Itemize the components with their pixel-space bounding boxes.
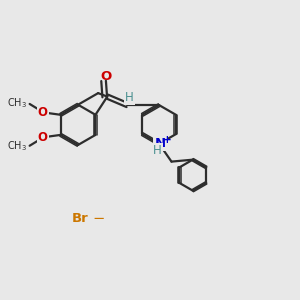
Text: Br: Br <box>72 212 88 225</box>
Text: H: H <box>125 91 134 104</box>
Text: O: O <box>38 106 48 118</box>
Text: CH$_3$: CH$_3$ <box>7 139 26 153</box>
Text: N: N <box>154 137 165 150</box>
Text: −: − <box>92 212 104 226</box>
Text: H: H <box>153 144 162 157</box>
Text: +: + <box>163 135 171 145</box>
Text: O: O <box>38 131 48 144</box>
Text: O: O <box>101 70 112 83</box>
Text: CH$_3$: CH$_3$ <box>7 97 26 110</box>
